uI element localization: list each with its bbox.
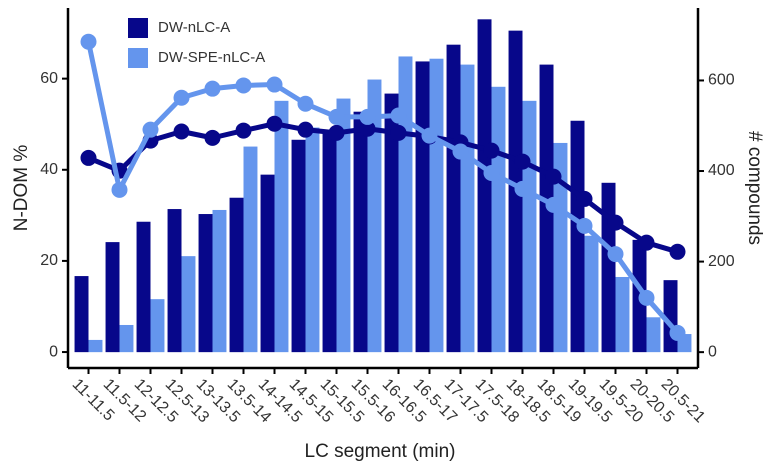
bar (584, 235, 599, 353)
point (483, 164, 500, 181)
point (111, 181, 128, 198)
x-axis-label: LC segment (min) (305, 441, 456, 462)
legend-label: DW-nLC-A (158, 19, 230, 36)
point (607, 214, 624, 231)
point (204, 129, 221, 146)
y-tick-label: 60 (40, 70, 58, 87)
point (545, 168, 562, 185)
bar (398, 56, 413, 353)
point (142, 121, 159, 138)
bar (491, 86, 506, 353)
y2-tick-label: 400 (708, 162, 735, 179)
point (514, 180, 531, 197)
bar (322, 131, 337, 353)
point (235, 77, 252, 94)
bar (615, 276, 630, 353)
y-axis-label: N-DOM % (11, 145, 32, 232)
point (607, 246, 624, 263)
bar (119, 324, 134, 353)
bar (460, 64, 475, 353)
bar (167, 209, 182, 353)
point (328, 124, 345, 141)
legend-swatch (128, 18, 148, 38)
bar (212, 209, 227, 353)
y-tick-label: 0 (49, 343, 58, 360)
bar (415, 61, 430, 353)
point (204, 80, 221, 97)
y2-tick-label: 200 (708, 253, 735, 270)
bar (74, 276, 89, 353)
bar (150, 299, 165, 353)
bar (367, 79, 382, 353)
point (638, 289, 655, 306)
point (266, 76, 283, 93)
point (80, 149, 97, 166)
legend-label: DW-SPE-nLC-A (158, 49, 265, 66)
legend-swatch (128, 48, 148, 68)
point (266, 115, 283, 132)
y2-tick-label: 600 (708, 72, 735, 89)
point (576, 217, 593, 234)
point (359, 120, 376, 137)
bar (243, 146, 258, 353)
bar (105, 242, 120, 353)
bar (601, 182, 616, 353)
point (297, 121, 314, 138)
point (452, 143, 469, 160)
bar (291, 139, 306, 353)
bar (429, 58, 444, 353)
y2-tick-label: 0 (708, 343, 717, 360)
point (483, 142, 500, 159)
bar (198, 214, 213, 353)
bar (336, 98, 351, 353)
bar (553, 142, 568, 353)
y2-axis-label: # compounds (744, 131, 765, 245)
point (173, 89, 190, 106)
bar (260, 174, 275, 353)
point (173, 123, 190, 140)
bar (136, 221, 151, 353)
bar (229, 197, 244, 353)
point (669, 243, 686, 260)
bar (88, 339, 103, 353)
point (576, 190, 593, 207)
bar (305, 127, 320, 353)
bar (477, 19, 492, 353)
point (235, 122, 252, 139)
bar (522, 100, 537, 353)
point (669, 324, 686, 341)
bar (181, 256, 196, 353)
point (359, 108, 376, 125)
bar (570, 120, 585, 353)
bar (274, 100, 289, 353)
bar (446, 44, 461, 353)
point (297, 95, 314, 112)
bar (646, 317, 661, 353)
point (545, 196, 562, 213)
point (80, 33, 97, 50)
bar (384, 93, 399, 353)
point (328, 108, 345, 125)
bar (353, 111, 368, 353)
point (638, 234, 655, 251)
y-tick-label: 40 (40, 161, 58, 178)
point (514, 153, 531, 170)
point (390, 124, 407, 141)
y-tick-label: 20 (40, 252, 58, 269)
point (421, 127, 438, 144)
point (390, 107, 407, 124)
